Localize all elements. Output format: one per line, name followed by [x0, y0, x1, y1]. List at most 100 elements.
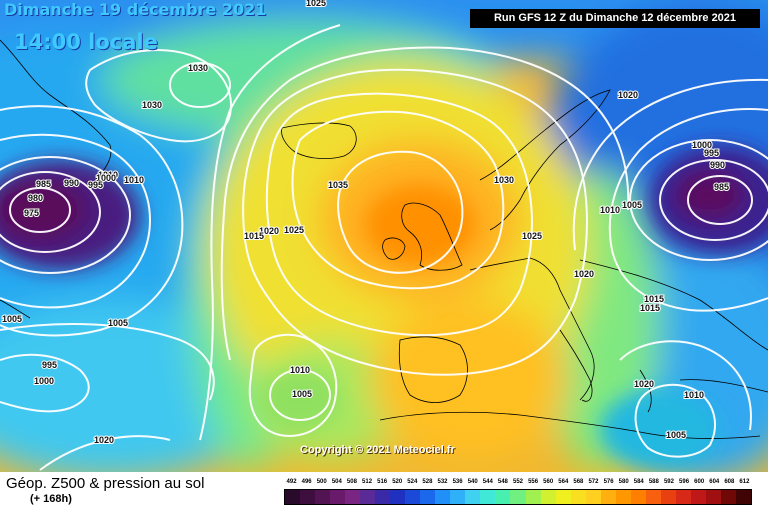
isobar-1000-c: 1000 — [96, 173, 116, 183]
isobar-1010-e: 1010 — [684, 390, 704, 400]
isobar-1035: 1035 — [328, 180, 348, 190]
legend-tick-584: 584 — [633, 479, 644, 485]
model-run-label: Run GFS 12 Z du Dimanche 12 décembre 202… — [470, 9, 760, 28]
isobar-1030-a: 1030 — [188, 63, 208, 73]
legend-swatch-552 — [510, 490, 526, 504]
legend-tick-500: 500 — [316, 479, 327, 485]
forecast-lead-time: (+ 168h) — [30, 493, 72, 505]
legend-swatch-612 — [735, 490, 751, 504]
legend-tick-608: 608 — [724, 479, 735, 485]
legend-tick-560: 560 — [543, 479, 554, 485]
legend-swatch-520 — [390, 490, 406, 504]
forecast-date: Dimanche 19 décembre 2021 — [4, 0, 267, 19]
legend-tick-580: 580 — [618, 479, 629, 485]
isobar-975: 975 — [24, 208, 39, 218]
legend-tick-520: 520 — [392, 479, 403, 485]
legend-tick-492: 492 — [286, 479, 297, 485]
legend-swatch-508 — [345, 490, 361, 504]
isobar-985-a: 985 — [36, 179, 51, 189]
isobar-990-b: 990 — [710, 160, 725, 170]
legend-tick-504: 504 — [331, 479, 342, 485]
legend-swatch-524 — [405, 490, 421, 504]
legend-swatch-600 — [690, 490, 706, 504]
legend-tick-600: 600 — [694, 479, 705, 485]
map-title: Géop. Z500 & pression au sol — [6, 475, 205, 492]
legend-tick-496: 496 — [301, 479, 312, 485]
legend-tick-592: 592 — [663, 479, 674, 485]
isobar-1020-a: 1020 — [259, 226, 279, 236]
color-scale-bar — [284, 489, 752, 505]
isobar-1020-c: 1020 — [574, 269, 594, 279]
geopotential-map-canvas: 1030 1030 1030 1035 1025 1025 1020 1020 … — [0, 0, 768, 472]
legend-tick-576: 576 — [603, 479, 614, 485]
isobar-labels: 1030 1030 1030 1035 1025 1025 1020 1020 … — [1, 0, 730, 446]
isobar-1030-b: 1030 — [142, 100, 162, 110]
isobar-1010-c: 1010 — [600, 205, 620, 215]
legend-tick-536: 536 — [452, 479, 463, 485]
legend-swatch-496 — [300, 490, 316, 504]
legend-tick-556: 556 — [528, 479, 539, 485]
legend-tick-572: 572 — [588, 479, 599, 485]
legend-swatch-548 — [495, 490, 511, 504]
isobar-990-a: 990 — [64, 178, 79, 188]
legend-tick-528: 528 — [422, 479, 433, 485]
legend-swatch-572 — [585, 490, 601, 504]
coastlines — [0, 39, 768, 439]
legend-swatch-596 — [675, 490, 691, 504]
isobar-1005-b: 1005 — [108, 318, 128, 328]
color-scale-labels: 492 496 500 504 508 512 516 520 524 528 532 536 540 5… — [284, 479, 752, 489]
legend-swatch-580 — [615, 490, 631, 504]
legend-swatch-604 — [705, 490, 721, 504]
isobar-1005-d: 1005 — [622, 200, 642, 210]
isobar-980: 980 — [28, 193, 43, 203]
isobar-lines — [0, 24, 768, 471]
legend-swatch-500 — [315, 490, 331, 504]
legend-swatch-536 — [450, 490, 466, 504]
isobar-1020-d: 1020 — [634, 379, 654, 389]
legend-swatch-492 — [285, 490, 301, 504]
isobar-1010-b: 1010 — [98, 170, 118, 180]
legend-tick-532: 532 — [437, 479, 448, 485]
isobar-1005-c: 1005 — [292, 389, 312, 399]
legend-swatch-592 — [660, 490, 676, 504]
isobar-995-c: 995 — [88, 180, 103, 190]
legend-swatch-576 — [600, 490, 616, 504]
isobar-1015-c: 1015 — [640, 303, 660, 313]
legend-tick-524: 524 — [407, 479, 418, 485]
isobar-1010-d: 1010 — [290, 365, 310, 375]
isobar-995-b: 995 — [704, 148, 719, 158]
legend-tick-564: 564 — [558, 479, 569, 485]
legend-tick-612: 612 — [739, 479, 750, 485]
legend-tick-588: 588 — [648, 479, 659, 485]
legend-tick-544: 544 — [482, 479, 493, 485]
legend-swatch-512 — [360, 490, 376, 504]
legend-tick-516: 516 — [377, 479, 388, 485]
isobar-1030-c: 1030 — [494, 175, 514, 185]
legend-tick-596: 596 — [679, 479, 690, 485]
isobar-1015-a: 1015 — [244, 231, 264, 241]
legend-swatch-608 — [720, 490, 736, 504]
isobar-985-b: 985 — [714, 182, 729, 192]
legend-tick-548: 548 — [497, 479, 508, 485]
legend-swatch-556 — [525, 490, 541, 504]
legend-tick-552: 552 — [512, 479, 523, 485]
legend-swatch-588 — [645, 490, 661, 504]
legend-swatch-540 — [465, 490, 481, 504]
legend-tick-508: 508 — [346, 479, 357, 485]
legend-tick-604: 604 — [709, 479, 720, 485]
isobar-1010-a: 1010 — [124, 175, 144, 185]
forecast-time: 14:00 locale — [14, 30, 158, 54]
copyright-notice: Copyright © 2021 Meteociel.fr — [300, 444, 455, 456]
isobar-1000-a: 1000 — [34, 376, 54, 386]
isobar-1025-a: 1025 — [284, 225, 304, 235]
isobar-1020-b: 1020 — [618, 90, 638, 100]
legend-tick-568: 568 — [573, 479, 584, 485]
legend-swatch-532 — [435, 490, 451, 504]
isobar-1020-e: 1020 — [94, 435, 114, 445]
legend-swatch-528 — [420, 490, 436, 504]
legend-swatch-568 — [570, 490, 586, 504]
legend-swatch-560 — [540, 490, 556, 504]
isobar-1000-b: 1000 — [692, 140, 712, 150]
isobar-1025-c: 1025 — [306, 0, 326, 8]
